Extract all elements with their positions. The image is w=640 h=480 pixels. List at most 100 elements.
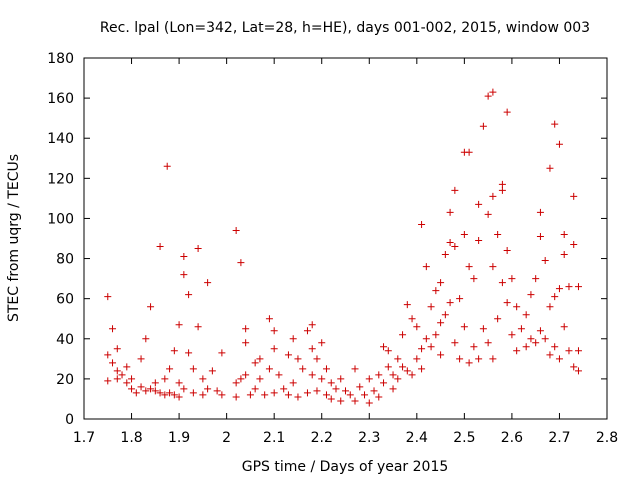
data-point (484, 210, 492, 218)
data-point (574, 347, 582, 355)
data-point (289, 379, 297, 387)
data-point (251, 359, 259, 367)
data-point (294, 355, 302, 363)
data-point (308, 345, 316, 353)
x-tick-label: 2.2 (311, 430, 333, 446)
data-point (270, 327, 278, 335)
data-point (498, 279, 506, 287)
data-point (337, 397, 345, 405)
data-point (332, 385, 340, 393)
data-point (113, 367, 121, 375)
data-point (303, 327, 311, 335)
data-point (242, 325, 250, 333)
x-tick-label: 1.9 (168, 430, 190, 446)
data-point (361, 391, 369, 399)
data-point (570, 363, 578, 371)
data-point (432, 331, 440, 339)
data-point (441, 251, 449, 259)
data-point (375, 371, 383, 379)
data-point (484, 339, 492, 347)
data-point (380, 379, 388, 387)
data-point (185, 349, 193, 357)
data-point (275, 371, 283, 379)
data-point (356, 383, 364, 391)
x-tick-label: 2.7 (548, 430, 570, 446)
data-point (508, 331, 516, 339)
data-point (284, 351, 292, 359)
data-point (489, 88, 497, 96)
data-point (246, 391, 254, 399)
data-point (546, 303, 554, 311)
data-point (322, 365, 330, 373)
data-point (308, 321, 316, 329)
data-point (199, 375, 207, 383)
y-tick-label: 60 (56, 292, 74, 308)
data-point (513, 303, 521, 311)
data-point (194, 245, 202, 253)
data-point (551, 120, 559, 128)
data-point (570, 241, 578, 249)
data-point (551, 293, 559, 301)
data-point (313, 387, 321, 395)
y-tick-label: 120 (47, 171, 74, 187)
data-point (546, 351, 554, 359)
data-point (294, 393, 302, 401)
data-point (180, 385, 188, 393)
data-point (137, 355, 145, 363)
x-tick-label: 1.7 (73, 430, 95, 446)
data-point (451, 186, 459, 194)
data-point (489, 192, 497, 200)
data-point (465, 148, 473, 156)
data-point (446, 208, 454, 216)
data-point (163, 162, 171, 170)
data-point (180, 271, 188, 279)
data-point (536, 232, 544, 240)
data-point (475, 355, 483, 363)
data-point (265, 315, 273, 323)
data-point (109, 359, 117, 367)
data-point (560, 251, 568, 259)
data-point (189, 365, 197, 373)
data-point (142, 387, 150, 395)
data-point (522, 343, 530, 351)
data-point (375, 393, 383, 401)
data-point (161, 375, 169, 383)
data-point (536, 327, 544, 335)
data-point (394, 355, 402, 363)
data-point (161, 391, 169, 399)
data-point (503, 247, 511, 255)
data-point (346, 391, 354, 399)
y-tick-label: 80 (56, 252, 74, 268)
data-point (389, 371, 397, 379)
data-point (536, 208, 544, 216)
data-point (489, 263, 497, 271)
data-point (513, 347, 521, 355)
data-point (403, 301, 411, 309)
x-tick-label: 2.3 (358, 430, 380, 446)
y-tick-label: 180 (47, 51, 74, 67)
data-point (128, 385, 136, 393)
data-point (418, 345, 426, 353)
data-point (147, 303, 155, 311)
x-tick-label: 1.8 (120, 430, 142, 446)
x-tick-label: 2.1 (263, 430, 285, 446)
data-point (399, 363, 407, 371)
data-point (170, 391, 178, 399)
data-point (380, 343, 388, 351)
data-point (204, 279, 212, 287)
data-point (342, 387, 349, 395)
data-point (242, 371, 250, 379)
plot-frame (83, 57, 608, 420)
data-point (123, 379, 131, 387)
data-point (389, 385, 397, 393)
data-point (175, 321, 183, 329)
data-point (546, 164, 554, 172)
data-point (104, 293, 112, 301)
data-point (470, 275, 478, 283)
data-point (322, 391, 330, 399)
data-point (128, 375, 136, 383)
data-point (399, 331, 407, 339)
data-point (465, 263, 473, 271)
data-point (142, 335, 150, 343)
data-point (427, 343, 435, 351)
